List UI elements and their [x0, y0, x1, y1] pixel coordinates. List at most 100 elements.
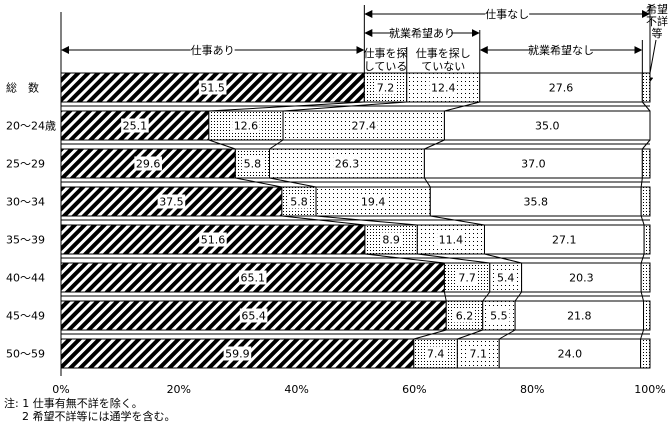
- value-label: 7.2: [377, 82, 395, 95]
- value-label-bg: [333, 156, 361, 171]
- value-label-bg: [239, 308, 268, 323]
- connector-line: [315, 215, 418, 226]
- connector-line: [640, 215, 645, 226]
- bar-segment: [643, 224, 651, 255]
- value-label: 51.6: [201, 234, 226, 247]
- connector-line: [484, 253, 522, 264]
- value-label-bg: [232, 118, 260, 133]
- value-label: 7.4: [427, 348, 445, 361]
- bar-row: 総 数 51.5 7.2 12.4 27.6: [6, 72, 651, 103]
- value-label-bg: [199, 232, 227, 247]
- value-label: 5.4: [497, 272, 515, 285]
- note-text: 2 希望不詳等には通学を含む。: [22, 409, 176, 423]
- value-label: 65.4: [241, 310, 266, 323]
- value-label-bg: [288, 194, 310, 209]
- connector-line: [444, 101, 480, 112]
- value-label: 8.9: [382, 234, 400, 247]
- connector-line: [235, 177, 282, 188]
- bar-row: 20～24歳 25.1 12.6 27.4 35.0: [6, 110, 651, 141]
- bar-row: 45～49 65.4 6.2 5.5 21.8: [6, 300, 651, 331]
- category-label: 総 数: [6, 81, 39, 95]
- value-label-bg: [456, 270, 478, 285]
- connector-line: [641, 139, 651, 150]
- note-text: 注: 1 仕事有無不詳を除く。: [4, 396, 143, 410]
- header-label: 不詳: [646, 14, 668, 28]
- value-label-bg: [547, 80, 575, 95]
- connector-line: [208, 101, 365, 112]
- bar-segment: [640, 338, 651, 369]
- category-label: 30～34: [6, 196, 45, 209]
- connector-line: [283, 101, 407, 112]
- notes: 注: 1 仕事有無不詳を除く。2 希望不詳等には通学を含む。: [4, 396, 176, 423]
- bar-row: 25～29 29.6 5.8 26.3 37.0: [6, 148, 651, 179]
- value-label: 12.4: [431, 82, 456, 95]
- value-label-bg: [488, 308, 510, 323]
- category-label: 20～24歳: [6, 120, 56, 133]
- value-label: 6.2: [456, 310, 474, 323]
- bar-row: 50～59 59.9 7.4 7.1 24.0: [6, 338, 651, 369]
- value-label: 21.8: [567, 310, 592, 323]
- connector-line: [269, 139, 284, 150]
- bar-row: 35～39 51.6 8.9 11.4 27.1: [6, 224, 651, 255]
- value-label-bg: [134, 156, 162, 171]
- value-label: 5.8: [290, 196, 308, 209]
- bar-segment: [643, 300, 651, 331]
- header-label: している: [364, 60, 408, 73]
- value-label: 25.1: [123, 120, 148, 133]
- value-label-bg: [223, 346, 252, 361]
- value-label-bg: [495, 270, 517, 285]
- connector-line: [514, 291, 523, 302]
- value-label: 5.8: [244, 158, 262, 171]
- header-label: 仕事を探: [364, 47, 408, 60]
- connector-line: [424, 139, 445, 150]
- x-tick-label: 60%: [402, 383, 426, 396]
- x-tick-label: 80%: [520, 383, 544, 396]
- value-label: 19.4: [361, 196, 386, 209]
- category-label: 40～44: [6, 272, 45, 285]
- value-label: 35.8: [523, 196, 548, 209]
- value-label: 27.4: [351, 120, 376, 133]
- value-label: 65.1: [240, 272, 265, 285]
- value-label-bg: [519, 156, 548, 171]
- connector-line: [640, 329, 644, 340]
- category-label: 45～49: [6, 310, 45, 323]
- value-label-bg: [565, 308, 594, 323]
- header-label: 仕事あり: [191, 44, 235, 57]
- x-tick-label: 100%: [634, 383, 665, 396]
- connector-line: [364, 253, 445, 264]
- value-label: 24.0: [558, 348, 583, 361]
- value-label: 20.3: [569, 272, 594, 285]
- category-label: 25～29: [6, 158, 45, 171]
- value-label: 26.3: [335, 158, 360, 171]
- value-label: 51.5: [200, 82, 225, 95]
- value-label-bg: [437, 232, 465, 247]
- header-label: ていない: [421, 60, 465, 73]
- value-label-bg: [238, 270, 267, 285]
- value-label: 11.4: [439, 234, 464, 247]
- connector-line: [640, 177, 643, 188]
- bar-segment: [640, 262, 651, 293]
- value-label: 12.6: [234, 120, 259, 133]
- connector-line: [443, 291, 447, 302]
- value-label-bg: [567, 270, 596, 285]
- bar-segment: [641, 72, 651, 103]
- connector-line: [457, 329, 483, 340]
- connector-line: [423, 177, 431, 188]
- value-label-bg: [467, 346, 489, 361]
- value-label: 27.1: [552, 234, 577, 247]
- x-tick-label: 40%: [284, 383, 308, 396]
- value-label: 37.5: [159, 196, 184, 209]
- value-label-bg: [241, 156, 264, 171]
- x-tick-label: 20%: [167, 383, 191, 396]
- connector-line: [281, 215, 365, 226]
- value-label-bg: [556, 346, 584, 361]
- connector-line: [640, 291, 645, 302]
- connector-line: [641, 101, 651, 112]
- value-label-bg: [521, 194, 550, 209]
- category-label: 50～59: [6, 348, 45, 361]
- header-label: 等: [652, 26, 663, 40]
- value-label-bg: [380, 232, 402, 247]
- header-label: 仕事を探し: [416, 47, 471, 60]
- value-label-bg: [359, 194, 387, 209]
- value-label-bg: [157, 194, 186, 209]
